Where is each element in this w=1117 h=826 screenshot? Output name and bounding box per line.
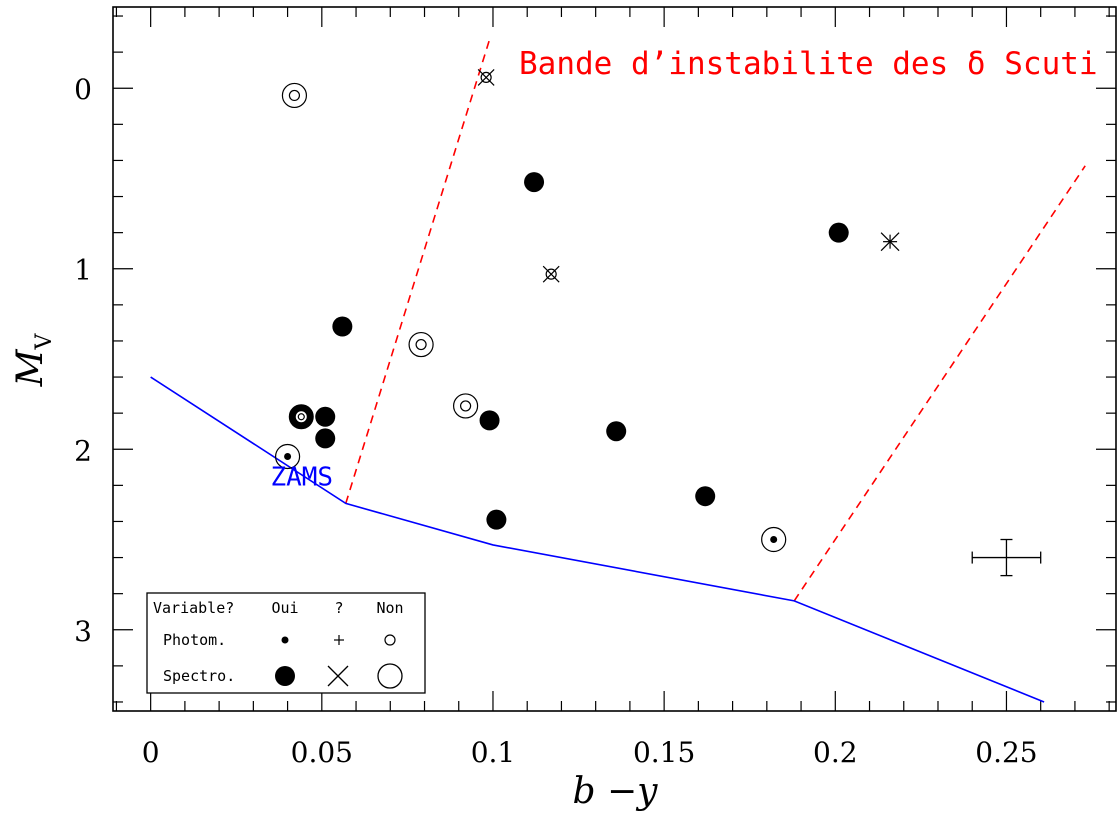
filled-circle-marker bbox=[828, 222, 849, 243]
large-open-circle-marker bbox=[761, 526, 787, 553]
zams-polyline bbox=[150, 376, 1045, 703]
data-point bbox=[477, 68, 495, 86]
data-point bbox=[479, 410, 500, 431]
x-tick-label: 0.15 bbox=[633, 736, 695, 769]
cross-marker-stroke bbox=[477, 68, 495, 86]
error-bar bbox=[971, 538, 1042, 577]
x-tick-label: 0 bbox=[142, 736, 160, 769]
band-label: Bande d’instabilite des δ Scuti bbox=[519, 46, 1098, 82]
data-point bbox=[828, 222, 849, 243]
small-open-circle-marker bbox=[288, 89, 301, 102]
small-open-circle-marker bbox=[480, 71, 492, 84]
x-axis-title: b −y bbox=[573, 771, 659, 812]
small-open-circle-marker bbox=[459, 400, 472, 412]
plot-frame bbox=[112, 6, 1117, 712]
small-open-circle-marker bbox=[415, 338, 427, 351]
data-point bbox=[695, 486, 716, 507]
data-point bbox=[880, 232, 900, 252]
legend-col-non: Non bbox=[376, 599, 403, 617]
filled-circle-marker bbox=[524, 172, 545, 193]
small-open-circle-marker bbox=[297, 413, 305, 421]
y-tick-label: 3 bbox=[74, 615, 92, 648]
large-open-circle-marker bbox=[452, 393, 479, 419]
filled-circle-marker bbox=[332, 316, 353, 337]
filled-circle-marker bbox=[486, 509, 507, 530]
data-point bbox=[315, 428, 336, 449]
small-dot-marker bbox=[770, 536, 778, 544]
legend-spectro-maybe-marker bbox=[327, 665, 349, 687]
data-point bbox=[452, 393, 479, 419]
data-point bbox=[281, 82, 308, 109]
y-axis-title: MV bbox=[10, 333, 57, 388]
axis-ticks bbox=[113, 7, 1116, 711]
bold-ring-marker bbox=[288, 404, 314, 430]
data-point bbox=[408, 331, 434, 358]
legend-photom-oui-marker bbox=[281, 636, 289, 644]
y-axis-title-main: M bbox=[10, 348, 51, 387]
legend-photom-maybe-marker bbox=[334, 635, 344, 645]
cross-marker-stroke bbox=[542, 265, 560, 283]
large-open-circle-marker bbox=[408, 331, 434, 358]
data-point bbox=[761, 526, 787, 553]
x-tick-label: 0.1 bbox=[471, 736, 516, 769]
legend-photom-non-marker bbox=[384, 634, 396, 646]
tick-labels: 0 0.05 0.1 0.15 0.2 0.25 0 1 2 3 bbox=[74, 73, 1037, 769]
data-point bbox=[542, 265, 560, 283]
data-points bbox=[274, 68, 900, 553]
data-point bbox=[524, 172, 545, 193]
data-point bbox=[288, 404, 314, 430]
filled-circle-marker bbox=[315, 428, 336, 449]
band-blue-edge bbox=[345, 39, 491, 504]
y-axis-title-sub: V bbox=[32, 333, 57, 351]
filled-circle-marker bbox=[606, 421, 627, 442]
x-tick-label: 0.25 bbox=[975, 736, 1037, 769]
y-tick-label: 1 bbox=[74, 254, 92, 287]
legend-row-spectro: Spectro. bbox=[163, 667, 235, 685]
small-dot-marker bbox=[284, 452, 292, 460]
filled-circle-marker bbox=[315, 406, 336, 427]
legend-spectro-non-marker bbox=[377, 663, 403, 689]
instability-band bbox=[345, 39, 1086, 602]
legend: Variable? Oui ? Non Photom. Spectro. bbox=[146, 592, 426, 694]
data-point bbox=[315, 406, 336, 427]
y-tick-label: 0 bbox=[74, 73, 92, 106]
zams-label: ZAMS bbox=[270, 462, 333, 492]
large-open-circle-marker bbox=[281, 82, 308, 109]
legend-row-photom: Photom. bbox=[163, 631, 226, 649]
legend-col-oui: Oui bbox=[271, 599, 298, 617]
zams-line bbox=[150, 376, 1045, 703]
data-point bbox=[486, 509, 507, 530]
filled-circle-marker bbox=[479, 410, 500, 431]
svg-text:MV: MV bbox=[10, 333, 57, 388]
data-point bbox=[274, 443, 301, 470]
small-open-circle-marker bbox=[545, 268, 557, 280]
legend-spectro-oui-marker bbox=[275, 666, 295, 686]
x-tick-label: 0.2 bbox=[813, 736, 858, 769]
legend-header: Variable? bbox=[153, 599, 234, 617]
y-tick-label: 2 bbox=[74, 434, 92, 467]
large-open-circle-marker bbox=[274, 443, 301, 470]
x-tick-label: 0.05 bbox=[291, 736, 353, 769]
data-point bbox=[606, 421, 627, 442]
filled-circle-marker bbox=[695, 486, 716, 507]
band-red-edge bbox=[793, 165, 1086, 602]
legend-col-maybe: ? bbox=[334, 599, 343, 617]
data-point bbox=[332, 316, 353, 337]
